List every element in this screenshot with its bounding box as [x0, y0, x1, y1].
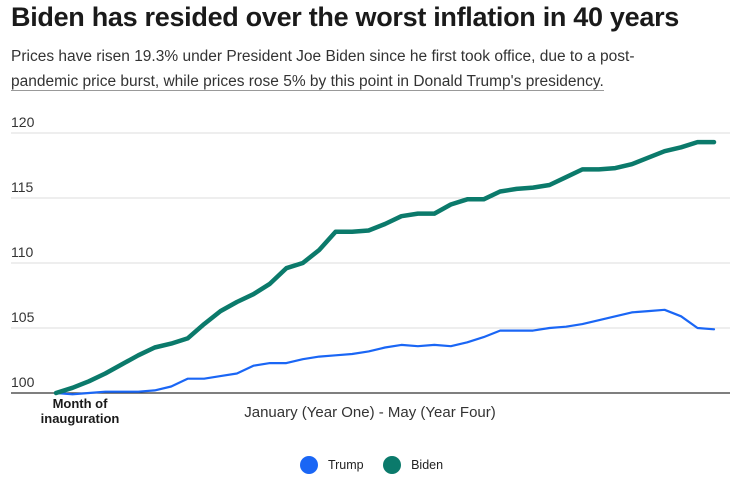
- y-tick-label: 110: [11, 244, 34, 260]
- y-tick-label: 115: [11, 179, 34, 195]
- legend-item-trump[interactable]: Trump: [299, 456, 364, 474]
- legend-item-biden[interactable]: Biden: [383, 456, 443, 474]
- series-lines: [53, 139, 717, 396]
- legend-label-trump: Trump: [327, 458, 364, 472]
- chart-title: Biden has resided over the worst inflati…: [11, 2, 680, 32]
- y-tick-label: 105: [11, 309, 35, 325]
- subtitle-line-2: pandemic price burst, while prices rose …: [11, 73, 604, 91]
- x-start-label-line2: inauguration: [41, 411, 120, 426]
- series-line-trump: [54, 308, 716, 396]
- subtitle-line-1: Prices have risen 19.3% under President …: [11, 48, 635, 65]
- y-tick-labels: 100 105 110 115 120: [11, 114, 35, 390]
- biden-swatch-icon: [383, 456, 402, 474]
- legend-label-biden: Biden: [411, 458, 444, 472]
- y-tick-label: 120: [11, 114, 35, 130]
- trump-swatch-icon: [299, 456, 318, 474]
- gridlines: [11, 132, 730, 394]
- x-axis-label: January (Year One) - May (Year Four): [244, 404, 496, 421]
- chart-subtitle: Prices have risen 19.3% under President …: [11, 44, 731, 94]
- chart-legend: Trump Biden: [0, 456, 743, 477]
- y-tick-label: 100: [11, 374, 35, 390]
- series-line-biden: [53, 139, 717, 396]
- x-start-label-line1: Month of: [53, 396, 109, 411]
